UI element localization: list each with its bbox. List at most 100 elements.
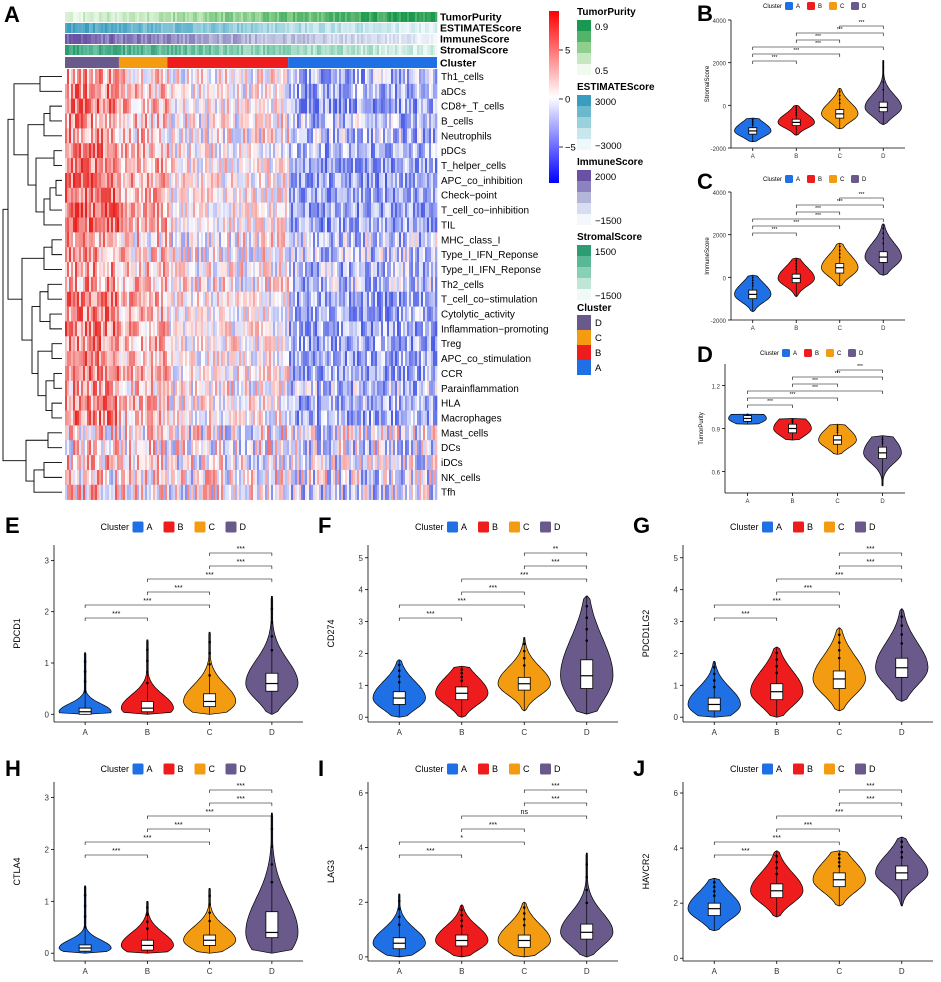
heatmap-cell	[115, 98, 118, 114]
heatmap-cell	[345, 395, 348, 411]
anno-cell-stromal	[311, 45, 314, 55]
heatmap-cell	[409, 232, 412, 248]
heatmap-cell	[311, 395, 314, 411]
heatmap-cell	[233, 380, 236, 396]
anno-cell-immune	[229, 34, 232, 44]
heatmap-cell	[405, 143, 408, 159]
heatmap-cell	[295, 395, 298, 411]
heatmap-cell	[387, 291, 390, 307]
heatmap-cell	[321, 336, 324, 352]
anno-cell-stromal	[89, 45, 92, 55]
heatmap-cell	[295, 172, 298, 189]
heatmap-cell	[161, 187, 164, 203]
heatmap-cell	[181, 113, 184, 129]
heatmap-cell	[409, 247, 412, 263]
heatmap-cell	[421, 380, 424, 396]
heatmap-cell	[175, 336, 178, 352]
heatmap-cell	[331, 232, 334, 248]
heatmap-cell	[145, 172, 148, 189]
heatmap-cell	[359, 113, 362, 129]
heatmap-cell	[299, 380, 302, 396]
heatmap-cell	[187, 366, 190, 382]
heatmap-cell	[271, 217, 274, 233]
heatmap-cell	[141, 306, 144, 322]
heatmap-cell	[173, 276, 176, 293]
heatmap-cell	[81, 172, 84, 189]
heatmap-cell	[101, 336, 104, 352]
heatmap-cell	[363, 158, 366, 174]
heatmap-cell	[321, 306, 324, 322]
heatmap-cell	[329, 187, 332, 203]
heatmap-cell	[77, 113, 80, 129]
anno-cell-tumorpurity	[143, 12, 146, 22]
heatmap-cell	[337, 262, 340, 278]
anno-cell-stromal	[233, 45, 236, 55]
heatmap-cell	[325, 202, 328, 218]
heatmap-cell	[93, 291, 96, 307]
heatmap-cell	[109, 247, 112, 263]
heatmap-cell	[293, 83, 296, 99]
heatmap-cell	[83, 366, 86, 382]
heatmap-cell	[271, 291, 274, 307]
heatmap-cell	[309, 202, 312, 218]
heatmap-cell	[427, 187, 430, 203]
anno-cell-tumorpurity	[383, 12, 386, 22]
heatmap-cell	[147, 262, 150, 278]
heatmap-cell	[285, 247, 288, 263]
heatmap-cell	[269, 202, 272, 218]
anno-cell-estimate	[425, 23, 428, 33]
heatmap-cell	[271, 83, 274, 99]
heatmap-cell	[305, 202, 308, 218]
heatmap-cell	[235, 217, 238, 233]
heatmap-cell	[85, 366, 88, 382]
heatmap-cell	[243, 83, 246, 99]
heatmap-cell	[273, 336, 276, 352]
heatmap-cell	[185, 113, 188, 129]
heatmap-cell	[151, 291, 154, 307]
heatmap-cell	[349, 158, 352, 174]
heatmap-cell	[377, 187, 380, 203]
heatmap-cell	[413, 98, 416, 114]
heatmap-cell	[175, 262, 178, 278]
heatmap-cell	[377, 291, 380, 307]
heatmap-cell	[425, 351, 428, 367]
heatmap-cell	[203, 202, 206, 218]
heatmap-cell	[245, 306, 248, 322]
anno-cell-immune	[201, 34, 204, 44]
heatmap-cell	[267, 187, 270, 203]
heatmap-cell	[171, 187, 174, 203]
heatmap-cell	[263, 172, 266, 189]
heatmap-cell	[231, 187, 234, 203]
heatmap-cell	[111, 366, 114, 382]
anno-cell-immune	[109, 34, 112, 44]
heatmap-cell	[315, 380, 318, 396]
heatmap-cell	[303, 187, 306, 203]
heatmap-cell	[153, 172, 156, 189]
heatmap-cell	[85, 172, 88, 189]
heatmap-cell	[215, 291, 218, 307]
heatmap-cell	[197, 83, 200, 99]
heatmap-cell	[79, 187, 82, 203]
heatmap-cell	[317, 306, 320, 322]
heatmap-cell	[389, 98, 392, 114]
heatmap-cell	[121, 321, 124, 337]
anno-cell-estimate	[73, 23, 76, 33]
anno-cell-stromal	[381, 45, 384, 55]
anno-cell-estimate	[173, 23, 176, 33]
heatmap-cell	[299, 83, 302, 99]
heatmap-cell	[375, 187, 378, 203]
heatmap-cell	[293, 247, 296, 263]
anno-cell-immune	[249, 34, 252, 44]
heatmap-cell	[177, 128, 180, 144]
heatmap-cell	[419, 143, 422, 159]
heatmap-cell	[181, 172, 184, 189]
heatmap-cell	[261, 291, 264, 307]
heatmap-cell	[431, 98, 434, 114]
heatmap-cell	[103, 380, 106, 396]
heatmap-cell	[379, 276, 382, 293]
heatmap-cell	[265, 366, 268, 382]
heatmap-cell	[165, 98, 168, 114]
heatmap-cell	[157, 69, 160, 85]
heatmap-cell	[105, 366, 108, 382]
heatmap-cell	[85, 187, 88, 203]
